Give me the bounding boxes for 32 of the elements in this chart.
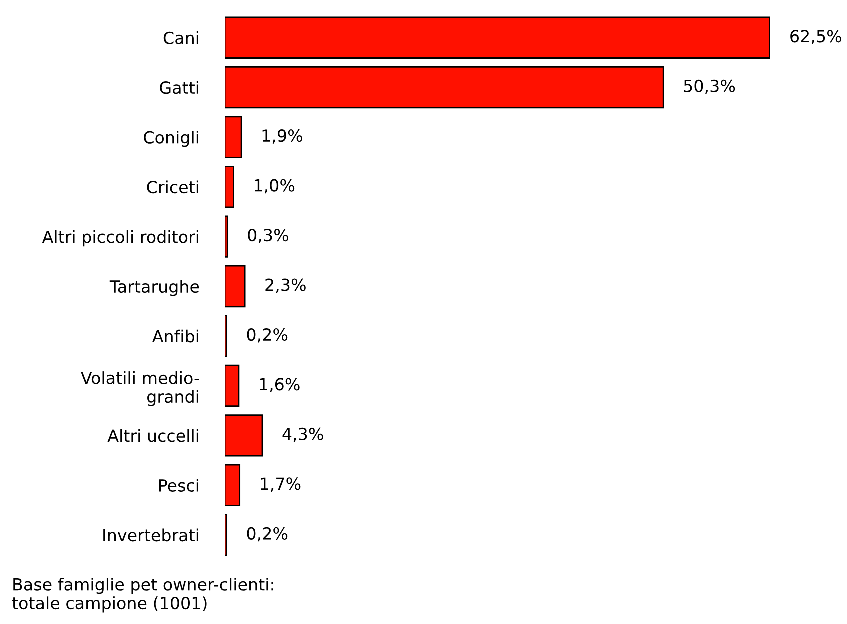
bar <box>225 265 246 308</box>
y-tick-label: Altri uccelli <box>108 429 198 442</box>
data-label: 4,3% <box>282 428 324 442</box>
data-label: 0,3% <box>248 229 288 244</box>
bar <box>225 166 234 208</box>
data-label: 1,0% <box>254 179 295 194</box>
data-label: 50,3% <box>684 80 736 94</box>
y-tick-label: Conigli <box>144 130 198 148</box>
y-tick-label: Gatti <box>160 81 198 94</box>
bar <box>225 16 770 59</box>
bar <box>225 66 664 109</box>
y-tick-label: Criceti <box>147 180 198 194</box>
y-tick-label: Volatili medio- grandi <box>81 372 200 406</box>
y-tick-label: Tartarughe <box>110 280 200 296</box>
y-tick-label: Cani <box>164 32 198 44</box>
bar <box>225 364 240 408</box>
y-tick-label: Altri piccoli roditori <box>42 230 198 247</box>
bar <box>225 116 242 158</box>
data-label: 0,2% <box>247 527 288 542</box>
data-label: 1,7% <box>261 478 301 492</box>
y-tick-label: Invertebrati <box>104 528 198 542</box>
bar <box>225 414 264 457</box>
text: Base famiglie pet owner-clienti: totale campione (1001) <box>12 578 274 613</box>
bar <box>225 464 241 506</box>
y-tick-label: Anfibi <box>152 330 198 343</box>
y-tick-label: Pesci <box>159 479 198 492</box>
data-label: 0,2% <box>247 328 288 343</box>
data-label: 2,3% <box>266 278 306 294</box>
data-label: 62,5% <box>790 30 842 44</box>
data-label: 1,6% <box>260 378 300 392</box>
bar <box>225 216 228 258</box>
data-label: 1,9% <box>262 130 302 144</box>
